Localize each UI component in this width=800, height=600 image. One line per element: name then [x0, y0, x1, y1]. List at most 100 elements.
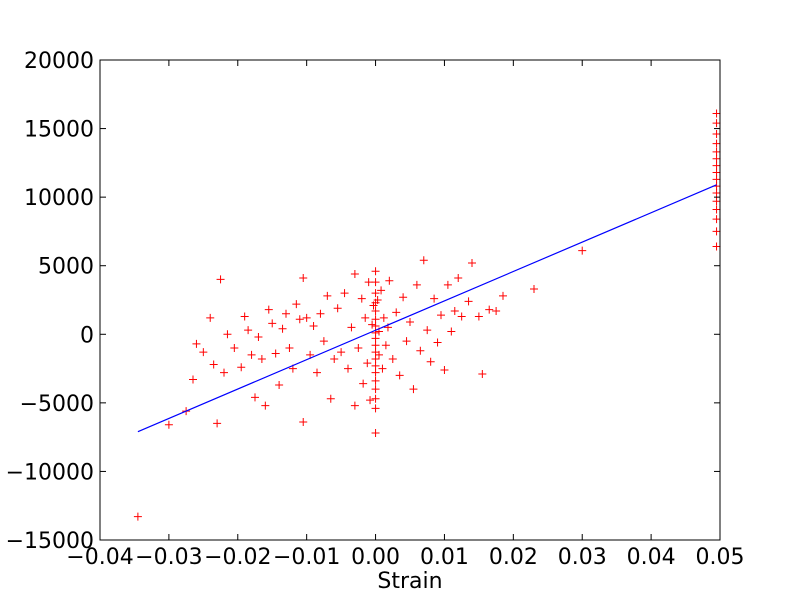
data-point: [350, 401, 359, 410]
y-tick-label: 20000: [24, 49, 94, 74]
data-point: [326, 394, 335, 403]
y-tick-label: 5000: [38, 255, 94, 280]
data-point: [216, 275, 225, 284]
data-point: [292, 300, 301, 309]
data-point: [347, 323, 356, 332]
data-point: [330, 354, 339, 363]
data-point: [530, 285, 538, 294]
x-tick-label: 0.02: [489, 545, 538, 570]
data-point: [299, 418, 308, 427]
data-point: [268, 319, 277, 328]
data-point: [371, 322, 380, 331]
data-point: [712, 109, 721, 118]
data-point: [712, 130, 721, 139]
data-point: [371, 361, 380, 370]
data-point: [578, 246, 587, 255]
data-point: [474, 312, 483, 321]
data-point: [426, 357, 435, 366]
data-point: [271, 349, 280, 358]
data-point: [240, 312, 249, 321]
data-point: [712, 168, 721, 177]
y-tick-label: −15000: [6, 529, 94, 554]
x-tick-label: −0.02: [204, 545, 271, 570]
data-point: [712, 205, 721, 214]
data-point: [371, 315, 380, 324]
data-point: [340, 289, 349, 298]
data-point: [257, 354, 266, 363]
data-point: [464, 297, 473, 306]
data-point: [275, 381, 284, 390]
x-tick-label: −0.01: [273, 545, 340, 570]
data-point: [368, 320, 377, 329]
data-point: [364, 278, 373, 287]
data-point: [440, 365, 449, 374]
data-point: [419, 256, 428, 265]
data-point: [344, 364, 352, 373]
data-point: [264, 305, 273, 314]
data-point: [323, 291, 332, 300]
data-point: [712, 154, 721, 163]
data-point: [133, 512, 142, 521]
data-point: [319, 337, 328, 346]
data-point: [399, 293, 408, 302]
data-point: [371, 278, 380, 287]
data-point: [712, 139, 721, 148]
data-point: [366, 396, 375, 405]
data-point: [371, 376, 380, 385]
data-point: [499, 291, 507, 300]
data-point: [402, 337, 411, 346]
data-point: [371, 267, 380, 276]
data-point: [375, 350, 383, 359]
x-tick-label: 0.04: [627, 545, 676, 570]
x-tick-label: 0.03: [558, 545, 607, 570]
x-axis-label: Strain: [377, 569, 442, 594]
axes: [99, 59, 721, 541]
data-point: [378, 364, 387, 373]
data-point: [316, 309, 325, 318]
data-point: [443, 280, 452, 289]
data-point: [457, 312, 466, 321]
data-point: [164, 420, 173, 429]
data-point: [371, 289, 380, 298]
data-point: [199, 348, 208, 357]
data-point: [485, 305, 494, 314]
data-point: [377, 286, 386, 295]
x-tick-label: 0.01: [420, 545, 469, 570]
data-point: [447, 327, 456, 336]
data-point: [712, 242, 721, 251]
data-point: [237, 363, 246, 372]
data-point: [359, 379, 368, 388]
y-tick-label: 0: [80, 323, 94, 348]
y-tick-label: 10000: [24, 186, 94, 211]
data-point: [254, 333, 263, 342]
data-point: [244, 326, 253, 335]
data-point: [712, 227, 721, 236]
x-axis-ticks: −0.04 −0.03 −0.02 −0.01 0.00 0.01 0.02 0.03 0.04…: [66, 60, 744, 570]
data-point: [468, 258, 476, 267]
data-point: [354, 344, 363, 352]
data-point: [430, 294, 439, 303]
data-point: [189, 375, 197, 384]
data-point: [209, 360, 218, 369]
data-point: [450, 306, 459, 315]
y-axis-ticks: −15000 −10000 −5000 0 5000 10000 15000 20000: [6, 49, 720, 554]
data-point: [371, 404, 380, 413]
data-point: [371, 334, 380, 343]
data-point: [409, 385, 418, 394]
data-point: [337, 348, 346, 357]
data-point: [412, 280, 421, 289]
data-point: [306, 350, 315, 359]
data-point: [371, 354, 380, 363]
data-point: [437, 311, 445, 320]
data-point: [247, 350, 256, 359]
data-point: [712, 161, 721, 170]
data-point: [454, 274, 463, 283]
data-point: [416, 346, 425, 355]
data-point: [230, 344, 239, 352]
data-point: [302, 313, 311, 322]
data-point: [712, 197, 721, 206]
data-point: [295, 315, 304, 324]
data-point: [712, 119, 721, 128]
data-point: [492, 306, 501, 315]
